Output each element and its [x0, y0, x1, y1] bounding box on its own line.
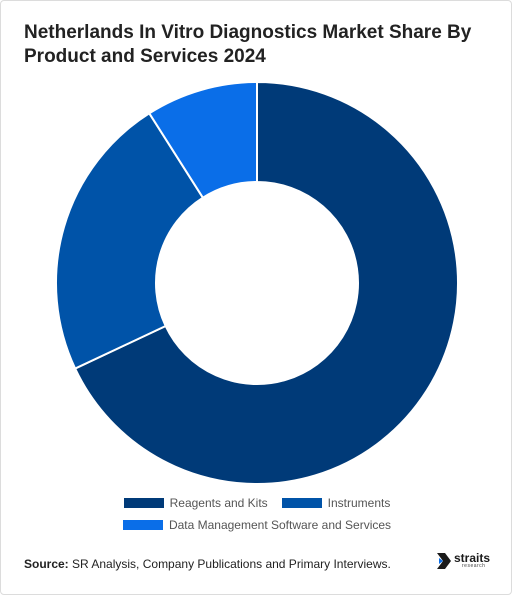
slice-reagents-and-kits: [73, 80, 459, 485]
legend-label-instruments: Instruments: [327, 496, 391, 510]
legend-label-data-management: Data Management Software and Services: [168, 518, 392, 532]
legend-row-1: Reagents and Kits Instruments: [1, 495, 513, 511]
source-note: Source: SR Analysis, Company Publication…: [24, 557, 391, 571]
legend: Reagents and Kits Instruments Data Manag…: [1, 495, 513, 539]
straits-logo-text: straits research: [454, 552, 490, 569]
legend-swatch-data-management: [122, 520, 163, 530]
legend-item-instruments: Instruments: [281, 496, 391, 510]
source-text: SR Analysis, Company Publications and Pr…: [72, 557, 391, 571]
donut-chart: [55, 80, 459, 485]
logo-main-text: straits: [454, 551, 491, 565]
straits-logo: straits research: [437, 552, 490, 569]
straits-logo-icon: [437, 552, 451, 569]
legend-label-reagents: Reagents and Kits: [169, 496, 268, 510]
slice-instruments: [55, 111, 205, 370]
logo-sub-text: research: [462, 563, 486, 569]
legend-item-data-management: Data Management Software and Services: [122, 518, 392, 532]
legend-swatch-reagents: [123, 498, 164, 508]
legend-swatch-instruments: [281, 498, 322, 508]
legend-row-2: Data Management Software and Services: [1, 517, 513, 533]
source-label: Source:: [24, 557, 69, 571]
slice-data-management: [147, 80, 258, 200]
legend-item-reagents: Reagents and Kits: [123, 496, 268, 510]
chart-title: Netherlands In Vitro Diagnostics Market …: [24, 22, 472, 67]
